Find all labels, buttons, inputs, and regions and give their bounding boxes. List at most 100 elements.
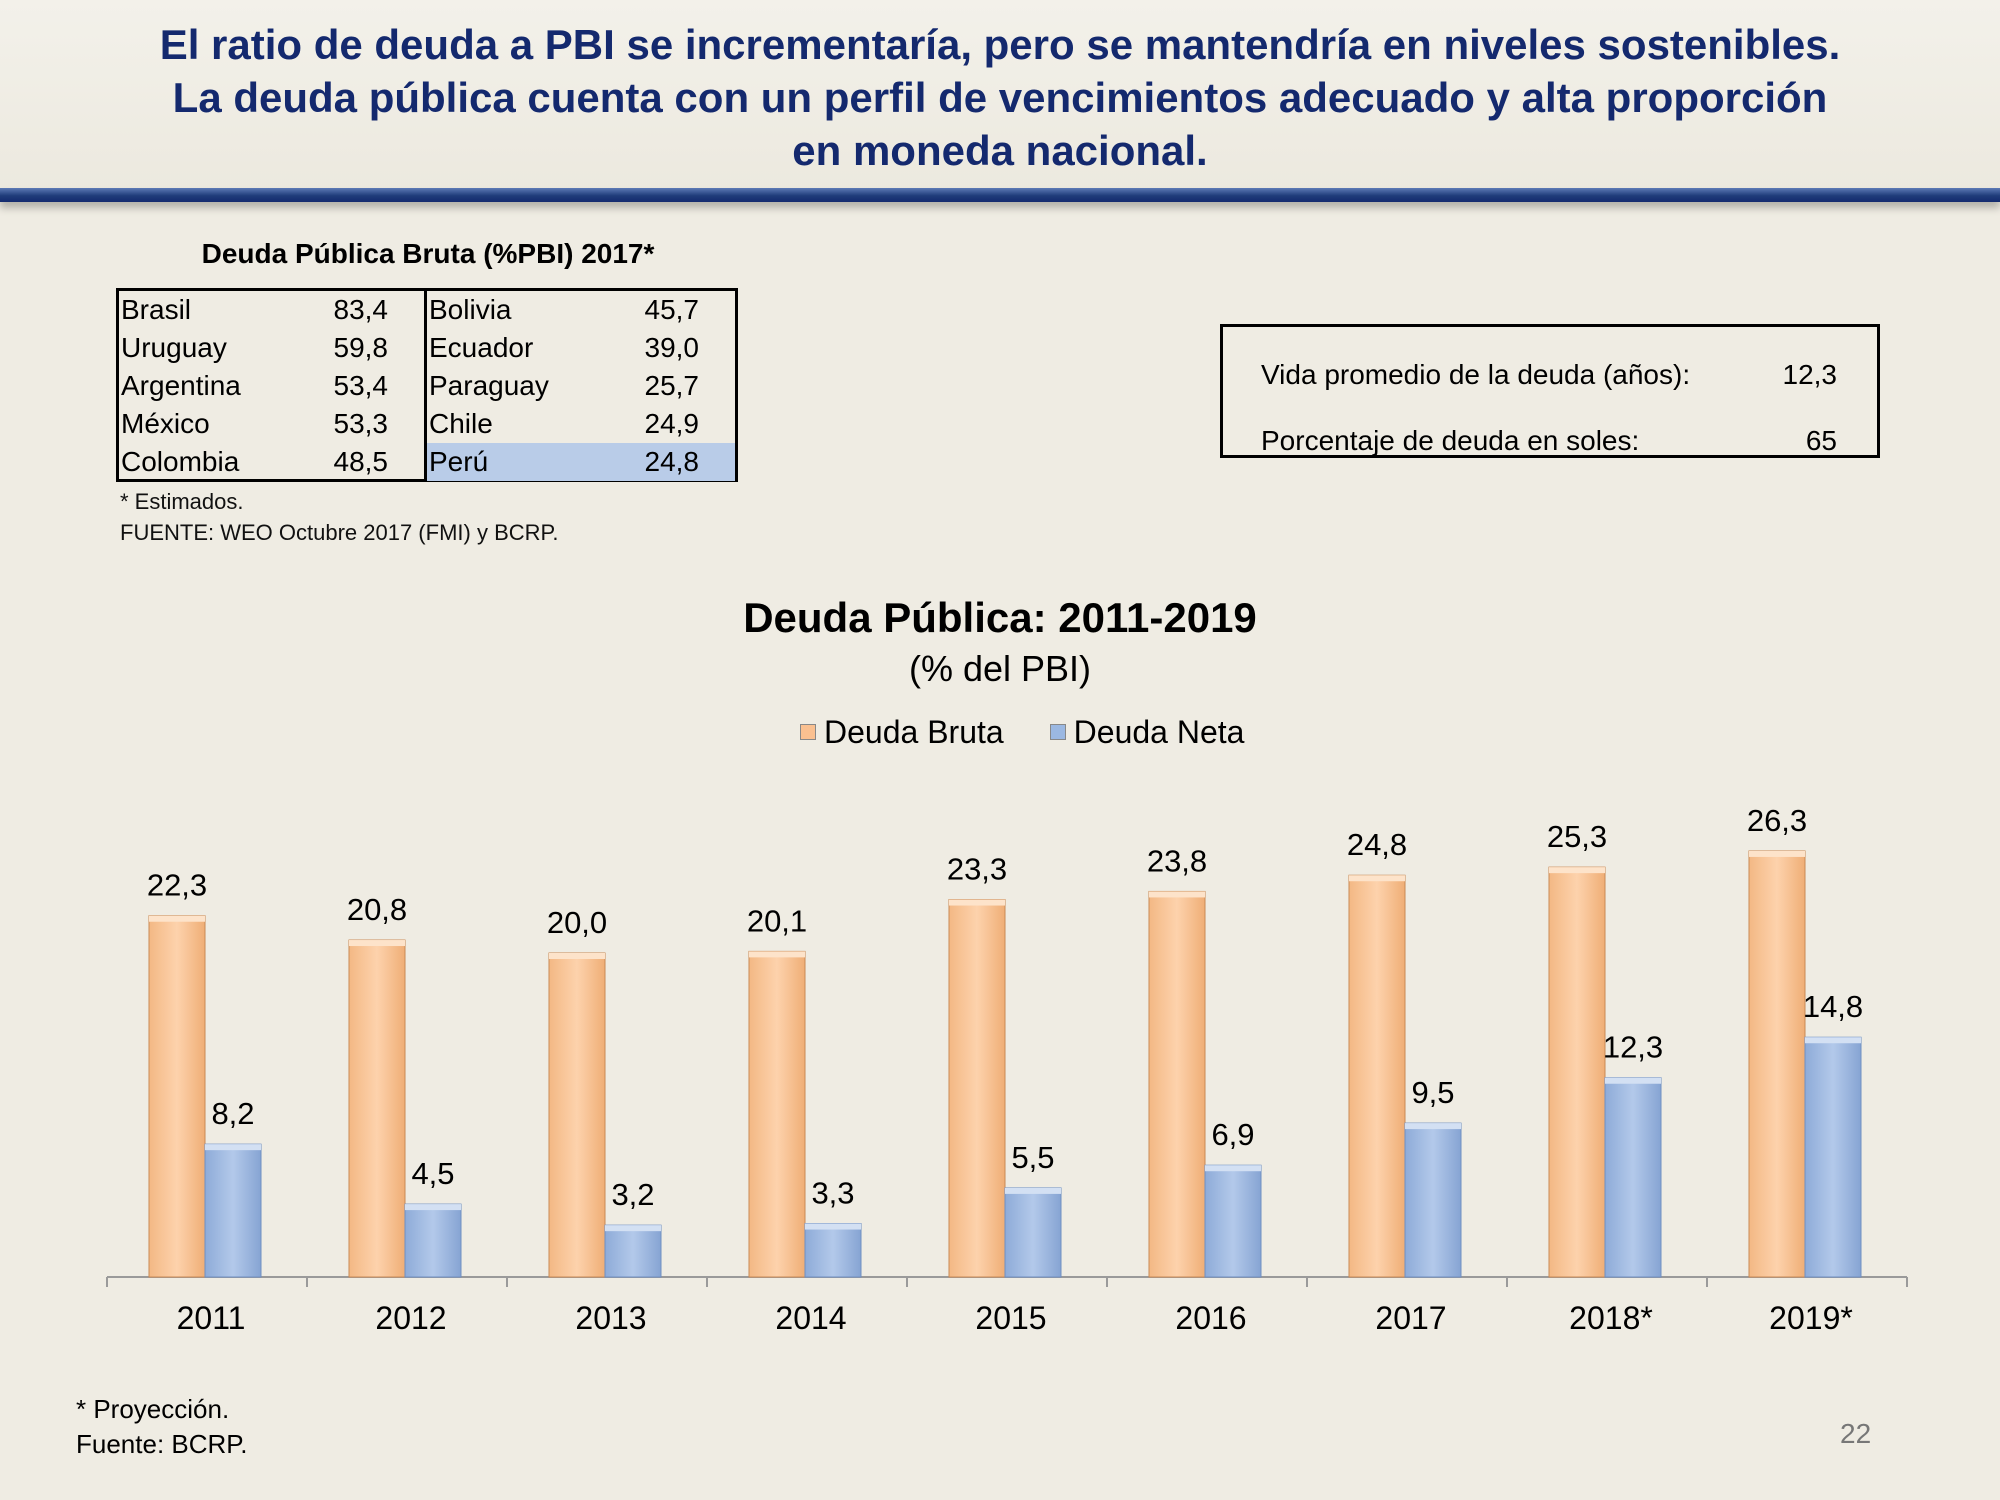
page-number: 22 [1840, 1418, 1872, 1449]
bar-cap-neta [1605, 1077, 1661, 1084]
data-label-neta: 8,2 [211, 1096, 254, 1131]
country-name: Paraguay [429, 370, 549, 401]
bar-cap-bruta [749, 951, 805, 958]
country-value: 24,9 [644, 408, 700, 439]
chart-title: Deuda Pública: 2011-2019 [743, 594, 1257, 641]
estimated-note: * Estimados. [120, 489, 244, 514]
data-label-bruta: 20,0 [547, 905, 607, 940]
bar-neta [1804, 1036, 1862, 1278]
bar-neta [204, 1143, 262, 1278]
country-name: México [121, 408, 210, 439]
table-row: Argentina 53,4 [119, 367, 424, 405]
data-label-neta: 14,8 [1803, 989, 1863, 1024]
data-label-neta: 3,3 [811, 1176, 854, 1211]
debt-table-left-column: Brasil 83,4 Uruguay 59,8 Argentina 53,4 Méx… [119, 291, 427, 479]
header-divider [0, 188, 2000, 202]
x-tick-label: 2018* [1569, 1300, 1653, 1336]
bar-cap-neta [1805, 1037, 1861, 1044]
country-value: 48,5 [333, 446, 389, 477]
chart-footnotes: * Proyección. Fuente: BCRP. [76, 1392, 248, 1462]
table-notes: * Estimados. FUENTE: WEO Octubre 2017 (F… [120, 486, 558, 548]
debt-profile-box: Vida promedio de la deuda (años): 12,3 P… [1220, 324, 1880, 458]
projection-note: * Proyección. [76, 1394, 230, 1424]
legend-label-bruta: Deuda Bruta [824, 713, 1004, 750]
country-value: 45,7 [644, 294, 700, 325]
table-row: Colombia 48,5 [119, 443, 424, 481]
bar-cap-neta [1405, 1123, 1461, 1130]
chart-subtitle: (% del PBI) [908, 648, 1092, 689]
debt-comparison-table: Brasil 83,4 Uruguay 59,8 Argentina 53,4 Méx… [116, 288, 738, 482]
bar-cap-neta [805, 1223, 861, 1230]
bar-cap-neta [1005, 1187, 1061, 1194]
bar-cap-bruta [1749, 850, 1805, 857]
country-value: 59,8 [333, 332, 389, 363]
country-name: Colombia [121, 446, 240, 477]
table-source: FUENTE: WEO Octubre 2017 (FMI) y BCRP. [120, 520, 559, 545]
legend-swatch-neta [1049, 724, 1066, 740]
country-name: Uruguay [121, 332, 227, 363]
page-headline: El ratio de deuda a PBI se incrementaría… [60, 18, 1940, 177]
data-label-neta: 6,9 [1211, 1117, 1254, 1152]
country-name: Bolivia [429, 294, 512, 325]
bar-cap-bruta [1149, 891, 1205, 898]
table-row-highlighted-peru: Perú 24,8 [427, 443, 735, 481]
bar-cap-bruta [149, 915, 205, 922]
chart-legend: Deuda Bruta Deuda Neta [800, 710, 1290, 754]
bar-cap-neta [205, 1144, 261, 1151]
bar-neta [1404, 1122, 1462, 1278]
bar-neta [404, 1203, 462, 1278]
avg-life-value: 12,3 [1782, 359, 1838, 390]
bar-cap-neta [405, 1204, 461, 1211]
country-value: 53,3 [333, 408, 389, 439]
debt-table-right-column: Bolivia 45,7 Ecuador 39,0 Paraguay 25,7 Chi… [427, 291, 735, 481]
bar-neta [804, 1223, 862, 1278]
soles-share-value: 65 [1805, 425, 1837, 456]
country-name: Ecuador [429, 332, 534, 363]
data-label-bruta: 26,3 [1747, 803, 1807, 838]
data-label-neta: 5,5 [1011, 1140, 1054, 1175]
bar-neta [1604, 1077, 1662, 1278]
country-value: 25,7 [644, 370, 700, 401]
x-tick-label: 2019* [1769, 1300, 1853, 1336]
data-label-neta: 9,5 [1411, 1075, 1454, 1110]
data-label-neta: 4,5 [411, 1156, 454, 1191]
bar-bruta [348, 939, 406, 1278]
x-tick-label: 2017 [1375, 1300, 1446, 1336]
data-label-bruta: 20,8 [347, 892, 407, 927]
country-value: 39,0 [644, 332, 700, 363]
country-name: Perú [429, 446, 489, 477]
x-tick-label: 2011 [177, 1300, 246, 1336]
table-row: Bolivia 45,7 [427, 291, 735, 329]
data-label-bruta: 23,8 [1147, 843, 1207, 878]
bar-neta [1204, 1164, 1262, 1278]
debt-table-title: Deuda Pública Bruta (%PBI) 2017* [201, 238, 655, 269]
table-row: Brasil 83,4 [119, 291, 424, 329]
bar-cap-bruta [949, 899, 1005, 906]
data-label-neta: 3,2 [611, 1177, 654, 1212]
country-value: 24,8 [644, 446, 700, 477]
bar-neta [1004, 1187, 1062, 1278]
headline-line-3: en moneda nacional. [792, 127, 1208, 174]
data-label-bruta: 24,8 [1347, 827, 1407, 862]
legend-item-bruta: Deuda Bruta [800, 714, 1004, 751]
x-tick-label: 2014 [775, 1300, 846, 1336]
data-label-bruta: 20,1 [747, 903, 807, 938]
legend-label-neta: Deuda Neta [1073, 713, 1245, 750]
data-label-bruta: 23,3 [947, 852, 1007, 887]
bar-bruta [1748, 850, 1806, 1278]
country-name: Brasil [121, 294, 192, 325]
avg-life-label: Vida promedio de la deuda (años): [1261, 359, 1691, 390]
bar-bruta [148, 915, 206, 1278]
x-tick-label: 2016 [1175, 1300, 1246, 1336]
bar-bruta [748, 950, 806, 1278]
table-row: Uruguay 59,8 [119, 329, 424, 367]
data-label-bruta: 22,3 [147, 868, 207, 903]
data-label-neta: 12,3 [1603, 1030, 1663, 1065]
bar-cap-bruta [1349, 875, 1405, 882]
bar-cap-bruta [1549, 867, 1605, 874]
headline-line-2: La deuda pública cuenta con un perfil de… [172, 74, 1828, 121]
chart-source: Fuente: BCRP. [76, 1429, 248, 1459]
bar-bruta [1348, 874, 1406, 1278]
x-tick-label: 2015 [975, 1300, 1046, 1336]
